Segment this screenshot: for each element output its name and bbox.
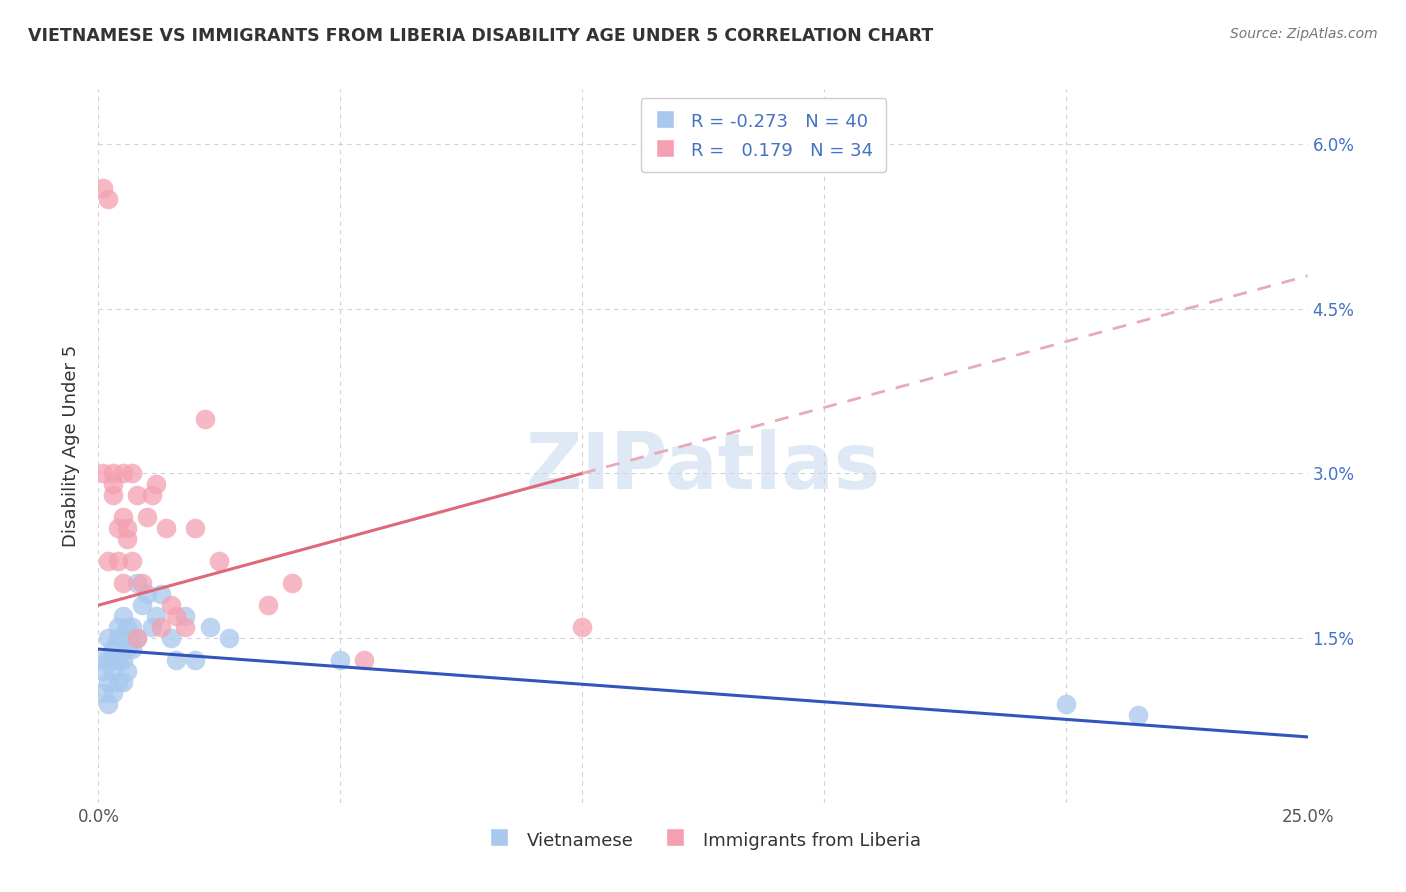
Point	[571, 620, 593, 634]
Point	[174, 620, 197, 634]
Point	[121, 467, 143, 481]
Point	[160, 631, 183, 645]
Point	[91, 664, 114, 678]
Point	[117, 521, 139, 535]
Point	[165, 609, 187, 624]
Point	[127, 576, 149, 591]
Point	[121, 620, 143, 634]
Point	[281, 576, 304, 591]
Point	[174, 609, 197, 624]
Point	[107, 521, 129, 535]
Point	[107, 554, 129, 568]
Point	[184, 521, 207, 535]
Point	[111, 609, 134, 624]
Point	[127, 631, 149, 645]
Text: VIETNAMESE VS IMMIGRANTS FROM LIBERIA DISABILITY AGE UNDER 5 CORRELATION CHART: VIETNAMESE VS IMMIGRANTS FROM LIBERIA DI…	[28, 27, 934, 45]
Point	[150, 620, 173, 634]
Point	[91, 181, 114, 195]
Point	[91, 467, 114, 481]
Point	[150, 587, 173, 601]
Point	[121, 642, 143, 657]
Point	[101, 488, 124, 502]
Point	[97, 554, 120, 568]
Point	[101, 467, 124, 481]
Point	[353, 653, 375, 667]
Point	[111, 653, 134, 667]
Point	[111, 675, 134, 690]
Point	[111, 510, 134, 524]
Point	[91, 653, 114, 667]
Y-axis label: Disability Age Under 5: Disability Age Under 5	[62, 345, 80, 547]
Point	[101, 686, 124, 700]
Point	[141, 620, 163, 634]
Point	[107, 620, 129, 634]
Point	[194, 411, 217, 425]
Point	[97, 675, 120, 690]
Text: Source: ZipAtlas.com: Source: ZipAtlas.com	[1230, 27, 1378, 41]
Point	[127, 488, 149, 502]
Point	[101, 664, 124, 678]
Point	[111, 631, 134, 645]
Point	[1054, 697, 1077, 711]
Point	[107, 631, 129, 645]
Point	[145, 609, 167, 624]
Point	[256, 598, 278, 612]
Point	[111, 576, 134, 591]
Point	[218, 631, 240, 645]
Point	[131, 598, 153, 612]
Point	[155, 521, 177, 535]
Point	[131, 576, 153, 591]
Point	[127, 631, 149, 645]
Point	[329, 653, 352, 667]
Point	[101, 477, 124, 491]
Point	[107, 675, 129, 690]
Text: ZIPatlas: ZIPatlas	[526, 429, 880, 506]
Point	[1128, 708, 1150, 723]
Point	[135, 587, 157, 601]
Legend: Vietnamese, Immigrants from Liberia: Vietnamese, Immigrants from Liberia	[478, 822, 928, 858]
Point	[165, 653, 187, 667]
Point	[141, 488, 163, 502]
Point	[198, 620, 221, 634]
Point	[111, 467, 134, 481]
Point	[117, 533, 139, 547]
Point	[117, 664, 139, 678]
Point	[97, 653, 120, 667]
Point	[208, 554, 231, 568]
Point	[91, 686, 114, 700]
Point	[145, 477, 167, 491]
Point	[117, 642, 139, 657]
Point	[97, 631, 120, 645]
Point	[101, 642, 124, 657]
Point	[160, 598, 183, 612]
Point	[121, 554, 143, 568]
Point	[117, 620, 139, 634]
Point	[135, 510, 157, 524]
Point	[184, 653, 207, 667]
Point	[101, 653, 124, 667]
Point	[97, 192, 120, 206]
Point	[97, 697, 120, 711]
Point	[107, 653, 129, 667]
